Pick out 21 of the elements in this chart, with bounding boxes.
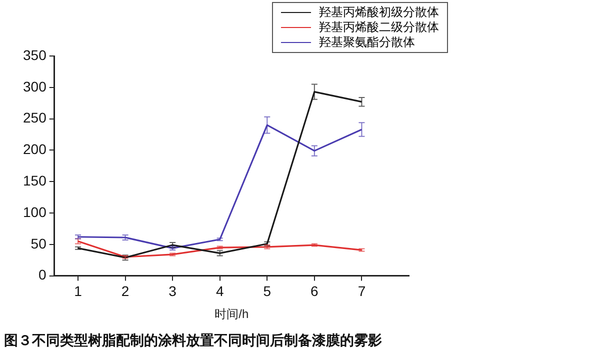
x-tick-label: 5: [263, 283, 272, 300]
x-tick-label: 6: [310, 283, 319, 300]
legend-label: 羟基聚氨酯分散体: [319, 34, 415, 51]
y-tick-label: 100: [23, 204, 47, 220]
caption: 图３不同类型树脂配制的涂料放置不同时间后制备漆膜的雾影: [4, 332, 382, 350]
x-tick-label: 2: [121, 283, 130, 300]
y-tick-label: 200: [23, 141, 47, 158]
x-tick-label: 7: [358, 283, 366, 300]
y-tick-label: 0: [38, 266, 47, 283]
legend-label: 羟基丙烯酸二级分散体: [319, 19, 439, 36]
y-tick-label: 150: [23, 172, 47, 188]
y-tick-label: 300: [23, 78, 47, 94]
y-tick-label: 50: [30, 235, 47, 252]
legend-label: 羟基丙烯酸初级分散体: [319, 4, 439, 21]
x-axis-title: 时间/h: [214, 307, 249, 322]
point: [169, 246, 176, 251]
y-tick-label: 250: [23, 110, 47, 126]
x-tick-label: 4: [216, 283, 224, 300]
y-tick-label: 350: [23, 46, 47, 63]
x-tick-label: 3: [168, 283, 177, 300]
x-tick-label: 1: [74, 283, 82, 300]
